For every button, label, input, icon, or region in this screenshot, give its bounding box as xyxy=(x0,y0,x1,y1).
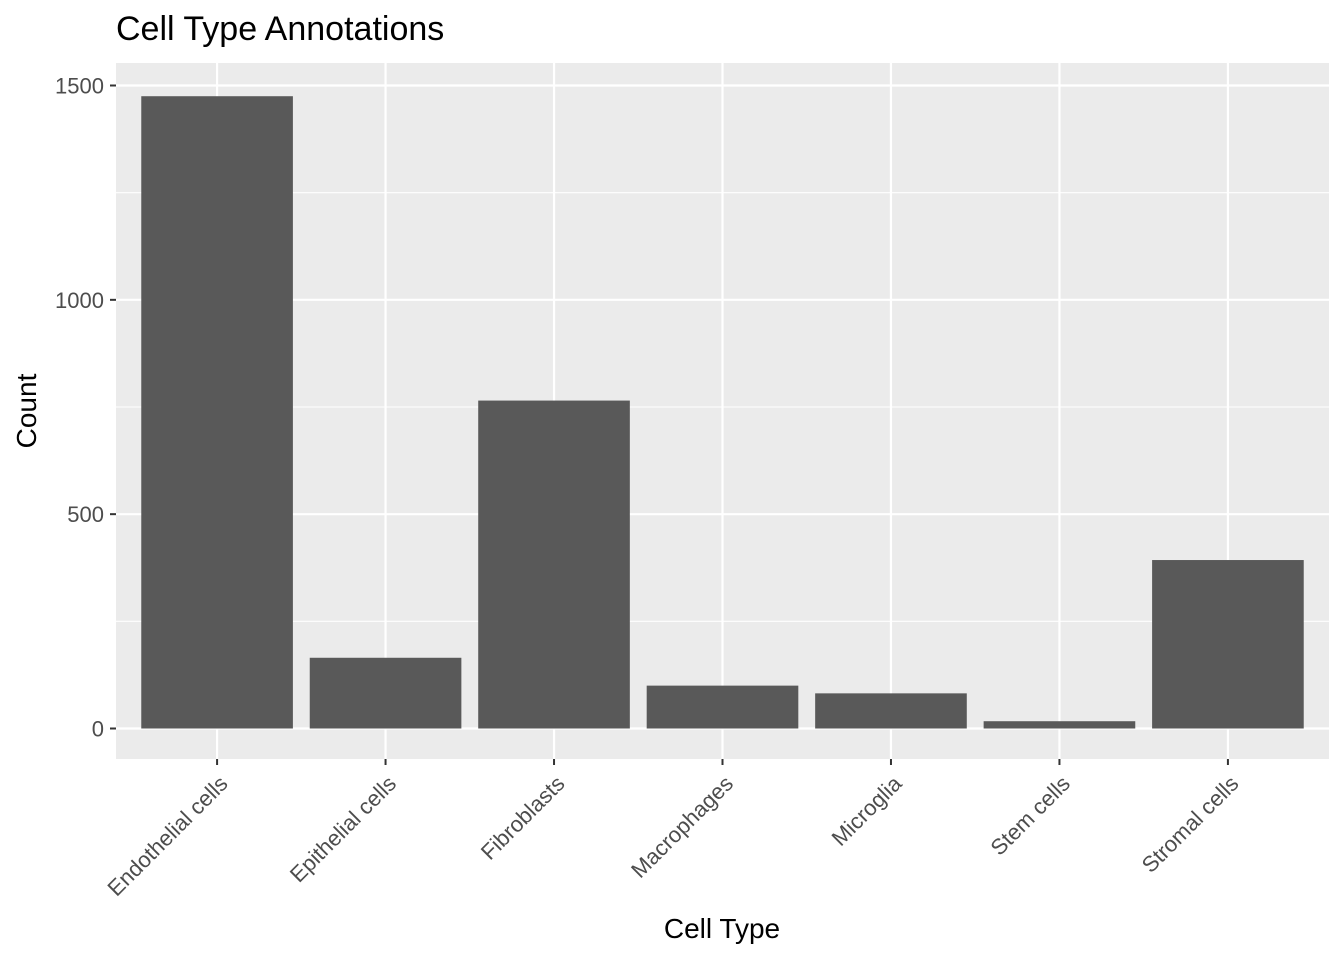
x-tick-label: Microglia xyxy=(827,770,907,850)
x-tick-label: Stromal cells xyxy=(1137,771,1244,878)
x-tick-label: Stem cells xyxy=(986,771,1075,860)
bars xyxy=(141,96,1304,729)
bar-stem-cells xyxy=(983,721,1136,729)
x-tick-label: Fibroblasts xyxy=(476,771,570,865)
bar-epithelial-cells xyxy=(309,657,462,729)
x-tick-label: Endothelial cells xyxy=(103,771,233,901)
x-tick-label: Macrophages xyxy=(626,771,738,883)
bar-macrophages xyxy=(646,685,799,729)
x-tick-label: Epithelial cells xyxy=(285,771,401,887)
y-tick-label: 500 xyxy=(67,502,104,527)
y-tick-label: 0 xyxy=(92,717,104,742)
y-tick-label: 1000 xyxy=(55,288,104,313)
x-axis-title: Cell Type xyxy=(664,913,780,944)
bar-stromal-cells xyxy=(1152,560,1304,729)
bar-fibroblasts xyxy=(478,400,630,729)
chart-title: Cell Type Annotations xyxy=(116,10,444,48)
bar-microglia xyxy=(815,693,967,729)
y-tick-label: 1500 xyxy=(55,74,104,99)
bar-endothelial-cells xyxy=(141,96,293,729)
y-axis-title: Count xyxy=(11,373,42,448)
